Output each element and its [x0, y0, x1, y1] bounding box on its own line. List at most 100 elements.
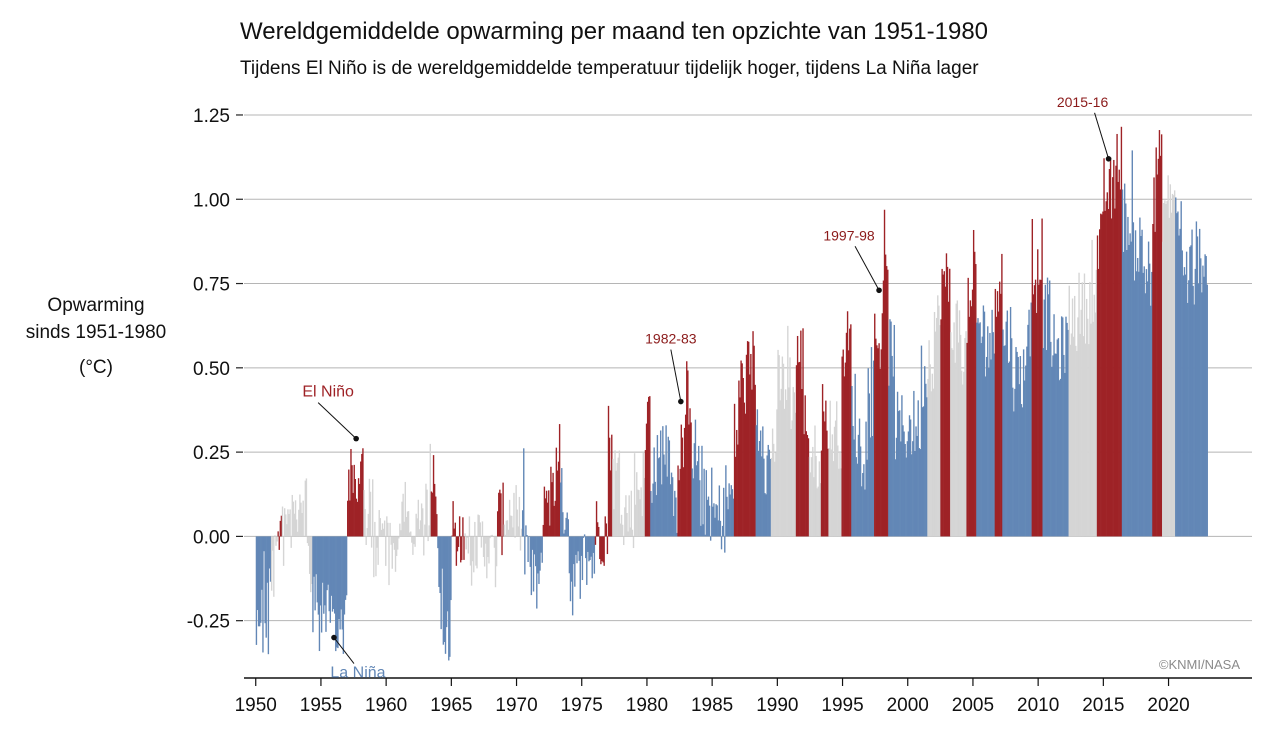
bar [1051, 366, 1053, 537]
bar [779, 400, 781, 537]
bar [561, 468, 563, 537]
bar [887, 269, 889, 537]
bar [979, 322, 981, 537]
bar [1091, 239, 1093, 537]
bar [548, 490, 550, 537]
bar [712, 506, 714, 537]
bar [720, 536, 723, 550]
bar [490, 535, 492, 537]
bar [899, 410, 901, 537]
bar [883, 209, 886, 537]
bar [925, 383, 927, 537]
bar [967, 277, 969, 537]
bar [696, 461, 699, 537]
bar [525, 525, 527, 537]
bar [795, 365, 798, 537]
bar [407, 511, 410, 537]
bar [916, 435, 918, 537]
bar [716, 505, 718, 537]
bar [1196, 236, 1199, 537]
bar [1072, 336, 1075, 537]
bar [962, 384, 964, 537]
bar [613, 509, 615, 537]
bar [358, 483, 361, 537]
bar [644, 450, 647, 537]
bar [690, 422, 692, 537]
bar [1170, 212, 1173, 537]
bar [1014, 388, 1016, 537]
bar [793, 392, 796, 537]
bar [900, 441, 902, 537]
bar [713, 503, 715, 537]
bar [681, 437, 684, 537]
bar [778, 355, 780, 537]
bar [754, 384, 756, 537]
bar [1018, 384, 1020, 537]
bar [940, 319, 942, 537]
bar [783, 408, 786, 537]
bar [968, 316, 970, 537]
bar [360, 461, 362, 537]
bar [418, 529, 421, 537]
bar [295, 519, 298, 537]
bar [719, 520, 722, 537]
bar [510, 515, 512, 537]
bar [420, 503, 423, 537]
bar [1020, 404, 1023, 537]
bar [839, 451, 841, 537]
bar [852, 425, 854, 537]
bar [1010, 338, 1013, 537]
bar [1049, 280, 1051, 537]
bar [255, 536, 258, 645]
bar [744, 413, 747, 537]
bar [1148, 263, 1151, 537]
bar [403, 521, 405, 537]
bar [344, 536, 347, 600]
bar [375, 536, 377, 577]
bar [1082, 336, 1085, 537]
bar [994, 288, 997, 537]
bar [270, 536, 273, 591]
bar [952, 349, 954, 537]
bar [663, 454, 665, 537]
bar [557, 461, 560, 537]
bar [566, 512, 568, 537]
bar [864, 489, 866, 537]
bar [767, 444, 769, 537]
bar [436, 514, 438, 537]
bar [764, 493, 766, 537]
bar [832, 461, 835, 537]
bar [480, 536, 483, 548]
bar [587, 536, 589, 552]
bar [1179, 228, 1181, 537]
bar [661, 484, 663, 537]
bar [500, 493, 502, 537]
bar [1053, 314, 1055, 537]
bar [482, 536, 485, 557]
bar [1050, 341, 1052, 537]
bar [461, 536, 463, 561]
bar [751, 389, 753, 537]
bar [1093, 294, 1095, 537]
bar [633, 453, 636, 537]
bar [1096, 235, 1099, 537]
bar [1045, 350, 1048, 537]
x-axis: 1950 1955 1960 1965 1970 1975 1980 1985 1990 1995… [235, 677, 1252, 716]
bar [792, 387, 794, 537]
bar [257, 536, 260, 627]
bar [516, 509, 518, 537]
bar [721, 525, 724, 537]
bar [1044, 284, 1047, 537]
bar [462, 517, 464, 537]
bar [884, 254, 887, 537]
bar [693, 443, 696, 537]
bar [946, 266, 949, 537]
bar [526, 535, 528, 537]
bar [1176, 213, 1178, 537]
bar [886, 266, 888, 537]
x-tick-label: 2000 [887, 695, 929, 716]
bar [657, 458, 660, 537]
bar [655, 495, 658, 537]
bar [1042, 348, 1044, 537]
bar [1101, 214, 1103, 537]
